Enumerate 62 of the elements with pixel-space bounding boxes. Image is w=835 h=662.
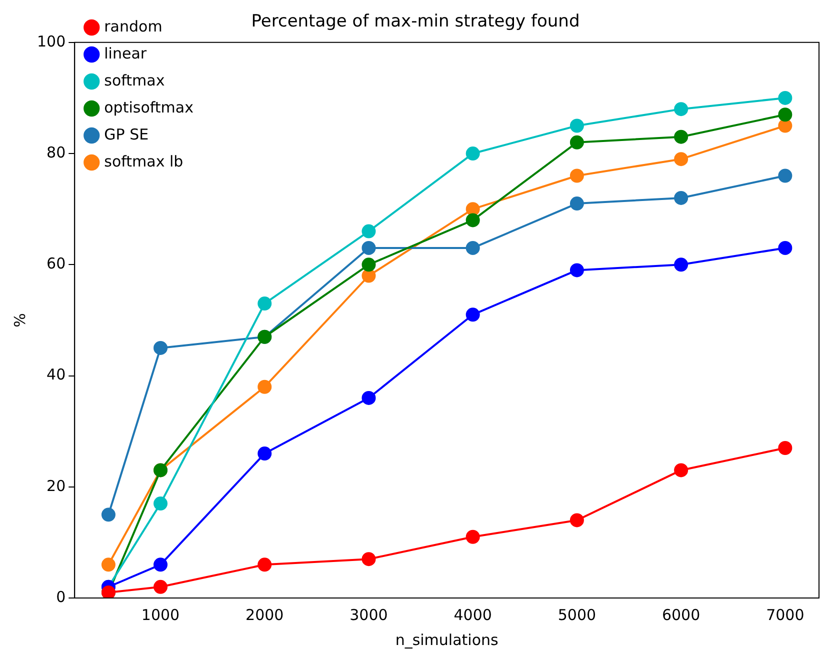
point [570,118,584,133]
legend-label: optisoftmax [104,98,194,116]
point [154,340,168,355]
x-tick-label: 4000 [454,606,492,624]
point [674,258,688,272]
point [674,190,688,205]
point [101,508,116,522]
point [101,558,116,572]
point [778,168,792,183]
point [362,258,376,272]
legend-label: GP SE [104,125,149,144]
point [258,558,272,572]
point [362,268,376,283]
y-axis-title: % [10,313,29,328]
point [778,240,792,255]
point [570,135,584,150]
x-tick-label: 6000 [662,606,700,624]
point [258,380,272,394]
x-tick-label: 2000 [246,606,284,624]
x-tick-label: 5000 [558,606,596,624]
point [466,530,480,544]
x-axis-title: n_simulations [395,630,499,649]
y-tick-label: 100 [36,32,66,50]
point [570,513,584,528]
point [362,224,376,238]
legend-label: random [104,17,162,36]
legend-label: softmax lb [104,152,184,170]
point [778,440,792,455]
y-tick-label: 0 [56,588,66,606]
legend-label: softmax [104,71,165,90]
point [466,240,480,255]
point [258,446,272,461]
point [570,263,584,278]
point [154,580,168,594]
point [778,118,792,133]
point [466,146,480,161]
point [154,496,168,511]
point [466,213,480,228]
x-tick-label: 1000 [141,606,180,624]
x-tick-label: 7000 [766,606,804,624]
point [362,552,376,566]
point [674,102,688,116]
point [466,202,480,216]
point [362,240,376,255]
y-tick-label: 20 [46,476,66,495]
point [674,130,688,144]
point [778,108,792,122]
point [466,308,480,322]
legend-label: linear [104,44,148,62]
y-tick-label: 80 [46,143,66,162]
point [570,196,584,211]
point [258,296,272,311]
y-tick-label: 60 [46,254,66,273]
chart-title: Percentage of max-min strategy found [251,12,580,32]
point [674,152,688,166]
point [362,390,376,405]
point [154,558,168,572]
point [674,463,688,478]
point [778,90,792,105]
point [570,168,584,183]
x-tick-label: 3000 [350,606,388,624]
y-tick-label: 40 [46,366,66,384]
